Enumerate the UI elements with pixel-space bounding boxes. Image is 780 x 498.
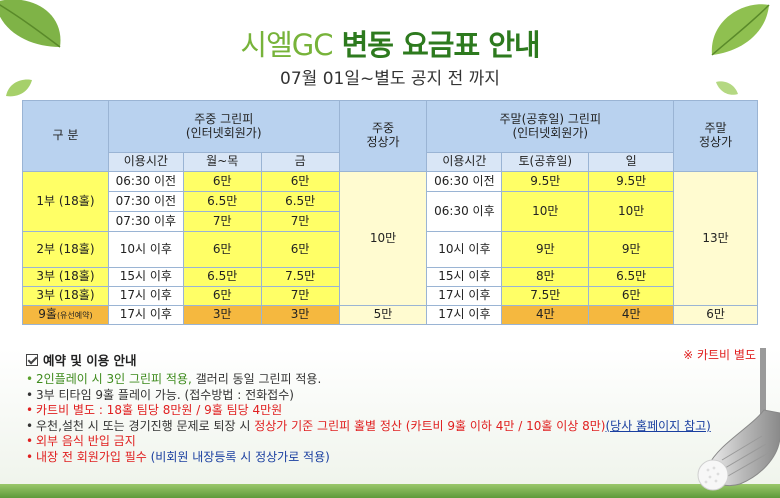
- time-cell: 07:30 이전: [107, 191, 184, 212]
- time-cell: 17시 이후: [426, 286, 503, 306]
- part-1: 1부 (18홀): [22, 171, 109, 232]
- price-cell: 7만: [260, 286, 340, 306]
- price-cell: 10만: [501, 191, 590, 232]
- subheader-sun: 일: [588, 152, 675, 172]
- price-cell: 6.5만: [260, 191, 340, 212]
- header-weekend-regular: 주말 정상가: [673, 100, 758, 172]
- price-cell: 3만: [182, 305, 262, 325]
- price-cell: 6.5만: [182, 191, 262, 212]
- subheader-fri: 금: [260, 152, 340, 172]
- price-cell: 7만: [182, 211, 262, 232]
- subheader-time: 이용시간: [107, 152, 184, 172]
- time-cell: 15시 이후: [426, 267, 503, 287]
- time-cell: 06:30 이후: [426, 191, 503, 232]
- price-cell: 6만: [260, 171, 340, 192]
- price-cell: 6만: [588, 286, 675, 306]
- price-cell: 6만: [182, 231, 262, 268]
- time-cell: 06:30 이전: [107, 171, 184, 192]
- price-cell: 6만: [260, 231, 340, 268]
- title-brand: 시엘GC: [240, 28, 333, 62]
- part-3: 3부 (18홀): [22, 286, 109, 306]
- time-cell: 17시 이후: [426, 305, 503, 325]
- price-cell: 9만: [501, 231, 590, 268]
- homepage-link[interactable]: (당사 홈페이지 참고): [605, 418, 711, 433]
- price-cell: 6만: [182, 171, 262, 192]
- weekend-regular-price: 13만: [673, 171, 758, 306]
- note-item: 내장 전 회원가입 필수 (비회원 내장등록 시 정상가로 적용): [26, 450, 711, 466]
- subheader-sat-holiday: 토(공휴일): [501, 152, 590, 172]
- time-cell: 10시 이후: [426, 231, 503, 268]
- time-cell: 10시 이후: [107, 231, 184, 268]
- header-gubun: 구 분: [22, 100, 109, 172]
- header-weekend-green: 주말(공휴일) 그린피 (인터넷회원가): [426, 100, 675, 153]
- note-item: 우천,설천 시 또는 경기진행 문제로 퇴장 시 정상가 기준 그린피 홀별 정…: [26, 419, 711, 435]
- time-cell: 06:30 이전: [426, 171, 503, 192]
- price-cell: 7.5만: [501, 286, 590, 306]
- price-cell: 4만: [501, 305, 590, 325]
- note-item: 2인플레이 시 3인 그린피 적용, 갤러리 동일 그린피 적용.: [26, 372, 711, 388]
- price-cell: 8만: [501, 267, 590, 287]
- time-cell: 07:30 이후: [107, 211, 184, 232]
- subheader-mon-thu: 월~목: [182, 152, 262, 172]
- title-main: 변동 요금표 안내: [341, 28, 541, 62]
- leaf-top-left-icon: [0, 0, 61, 48]
- subheader-time-weekend: 이용시간: [426, 152, 503, 172]
- weekday-regular-9: 5만: [338, 305, 428, 325]
- price-cell: 6만: [182, 286, 262, 306]
- leaf-small-left-icon: [6, 79, 32, 97]
- price-cell: 9.5만: [501, 171, 590, 192]
- note-item: 3부 티타임 9홀 플레이 가능. (접수방법 : 전화접수): [26, 388, 711, 404]
- part-3: 3부 (18홀): [22, 267, 109, 287]
- price-cell: 3만: [260, 305, 340, 325]
- price-cell: 10만: [588, 191, 675, 232]
- price-cell: 7.5만: [260, 267, 340, 287]
- price-cell: 4만: [588, 305, 675, 325]
- note-item: 외부 음식 반입 금지: [26, 434, 711, 450]
- page-title: 시엘GC 변동 요금표 안내: [0, 22, 780, 64]
- weekday-regular-price: 10만: [338, 171, 428, 306]
- grass-strip: [0, 484, 780, 498]
- weekend-regular-9: 6만: [673, 305, 758, 325]
- header-weekday-green: 주중 그린피 (인터넷회원가): [107, 100, 340, 153]
- checkbox-icon: [26, 353, 38, 366]
- time-cell: 17시 이후: [107, 305, 184, 325]
- leaf-top-right-icon: [711, 4, 770, 56]
- part-2: 2부 (18홀): [22, 231, 109, 268]
- reservation-notes: 예약 및 이용 안내 2인플레이 시 3인 그린피 적용, 갤러리 동일 그린피…: [26, 350, 711, 465]
- notes-heading: 예약 및 이용 안내: [26, 350, 711, 369]
- part-9-holes: 9홀(유선예약): [22, 305, 109, 325]
- price-cell: 6.5만: [182, 267, 262, 287]
- price-cell: 9.5만: [588, 171, 675, 192]
- header-weekday-regular: 주중 정상가: [338, 100, 428, 172]
- time-cell: 15시 이후: [107, 267, 184, 287]
- time-cell: 17시 이후: [107, 286, 184, 306]
- golf-ball-icon: [697, 459, 729, 491]
- price-cell: 7만: [260, 211, 340, 232]
- price-cell: 9만: [588, 231, 675, 268]
- page-subtitle: 07월 01일~별도 공지 전 까지: [280, 69, 500, 89]
- cart-fee-note: ※ 카트비 별도: [683, 348, 756, 362]
- fee-table: 구 분 주중 그린피 (인터넷회원가) 주중 정상가 주말(공휴일) 그린피 (인터넷…: [22, 100, 758, 325]
- leaf-small-right-icon: [716, 81, 738, 95]
- note-item: 카트비 별도 : 18홀 팀당 8만원 / 9홀 팀당 4만원: [26, 403, 711, 419]
- price-cell: 6.5만: [588, 267, 675, 287]
